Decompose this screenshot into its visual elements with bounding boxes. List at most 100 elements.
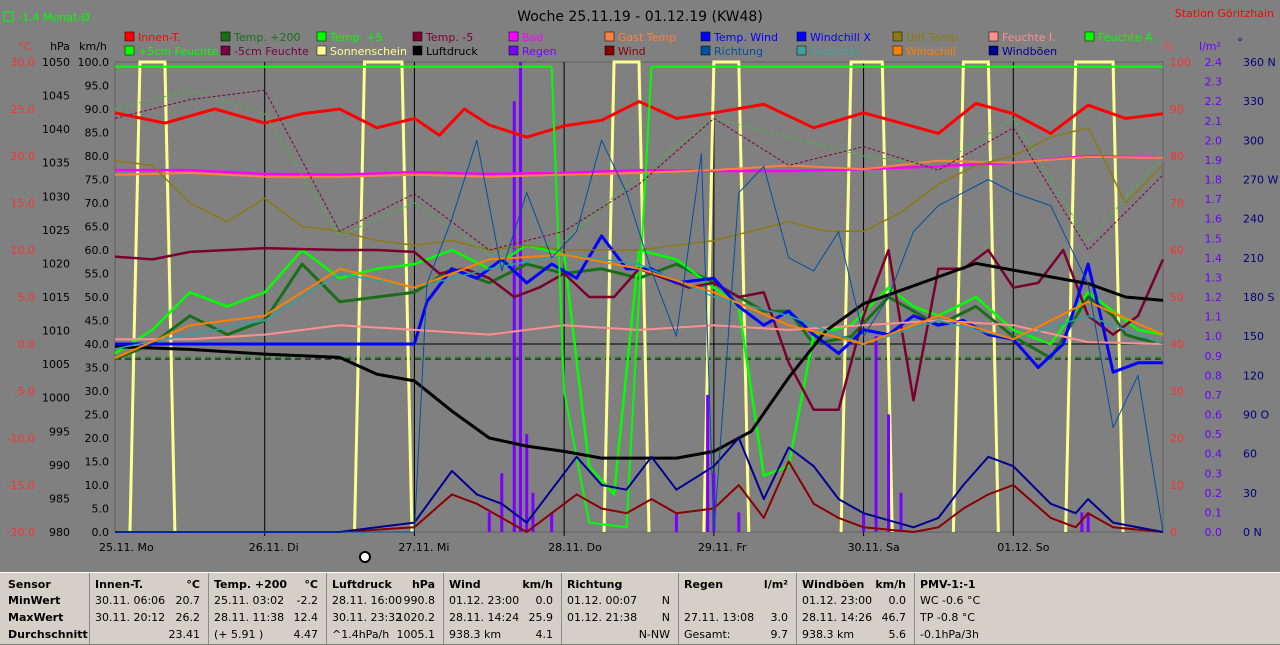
tick-label-kmh: 70.0 [85,197,110,210]
tick-label-pct: 80 [1170,150,1184,163]
rain-bar [512,101,516,533]
x-tick-label: 28.11. Do [548,541,602,554]
stat-block: Richtung 01.12. 00:07 N 01.12. 21:38 N N-NW [561,573,675,645]
stat-block-title: Luftdruck [332,578,392,591]
stat-value: 5.6 [888,628,907,641]
stat-value: 3.0 [770,611,789,624]
stat-time: WC -0.6 °C [920,594,981,607]
tick-label-rain: 0.6 [1205,409,1223,422]
stat-block-unit: °C [186,578,200,591]
tick-label-pct: 70 [1170,197,1184,210]
series-line-richtung [115,139,1164,533]
tick-label-rain: 0.2 [1205,487,1223,500]
stat-block-title: Windböen [802,578,865,591]
stat-block: Windböen km/h 01.12. 23:00 0.0 28.11. 14:26 4… [796,573,911,645]
tick-label-dir: 270 W [1243,174,1278,187]
tick-label-rain: 1.9 [1205,154,1223,167]
tick-label-hpa: 1035 [42,157,70,170]
tick-label-kmh: 85.0 [85,127,110,140]
tick-label-pct: 30 [1170,385,1184,398]
tick-label-rain: 0.1 [1205,506,1223,519]
tick-label-hpa: 995 [49,425,70,438]
legend-swatch [316,45,327,56]
stat-value: 4.47 [293,628,319,641]
tick-label-rain: 1.5 [1205,232,1223,245]
stat-block: Temp. +200 °C 25.11. 03:02 -2.2 28.11. 11:38… [208,573,323,645]
stat-value: 25.9 [528,611,554,624]
stat-time: 27.11. 13:08 [684,611,755,624]
legend-swatch [892,45,903,56]
series-line-windb-en [115,437,1164,533]
legend-swatch [220,45,231,56]
stat-value: N [661,594,670,607]
stat-block-unit: l/m² [763,578,788,591]
stats-row-min: MinWert [8,594,61,607]
stat-value: N [661,611,670,624]
stat-block-unit: °C [304,578,318,591]
tick-label-hpa: 980 [49,526,70,539]
stat-block: Innen-T. °C 30.11. 06:06 20.7 30.11. 20:12 26… [89,573,205,645]
dir-axis-unit: ° [1237,36,1243,49]
stat-value: 20.7 [175,594,201,607]
stats-row-header: Sensor [8,578,51,591]
time-cursor-handle[interactable] [359,551,371,563]
tick-label-kmh: 80.0 [85,150,110,163]
series-line-temp-5 [114,246,1165,412]
tick-label-rain: 1.7 [1205,193,1223,206]
rain-bar [899,492,903,532]
series-line-bad [115,154,1164,177]
stat-time: TP -0.8 °C [920,611,975,624]
stat-value: 0.0 [888,594,907,607]
tick-label-kmh: 75.0 [85,174,110,187]
rain-bar [531,492,535,532]
rain-bar [674,512,678,532]
tick-label-rain: 2.2 [1205,95,1223,108]
tick-label-rain: 0.9 [1205,350,1223,363]
legend-swatch [220,31,231,42]
tick-label-dir: 150 [1243,330,1264,343]
tick-label-rain: 0.8 [1205,369,1223,382]
tick-label-kmh: 20.0 [85,432,110,445]
stat-time: 01.12. 23:00 [449,594,520,607]
stat-value: N-NW [638,628,670,641]
tick-label-kmh: 40.0 [85,338,110,351]
rain-bar [487,512,491,532]
tick-label-kmh: 100.0 [78,56,110,69]
tick-label-kmh: 45.0 [85,315,110,328]
stat-time: -0.1hPa/3h [920,628,979,641]
legend-label: Windchill X [810,31,871,44]
stat-time: 30.11. 23:32 [332,611,403,624]
x-tick-label: 25.11. Mo [99,541,154,554]
legend-swatch [988,31,999,42]
tick-label-rain: 0.0 [1205,526,1223,539]
tick-label-kmh: 5.0 [92,503,110,516]
series-line--5cm-feuchte [114,89,1164,256]
tick-label-dir: 120 [1243,369,1264,382]
tick-label-temp: -20.0 [7,526,35,539]
legend-label: Richtung [714,45,763,58]
tick-label-kmh: 35.0 [85,362,110,375]
stat-time: 28.11. 14:26 [802,611,873,624]
legend-label: Innen-T. [138,31,181,44]
sunshine-pulse [1064,60,1125,533]
stat-block: Luftdruck hPa 28.11. 16:00 990.8 30.11. 23:3… [326,573,440,645]
stats-row-avg: Durchschnitt [8,628,88,641]
tick-label-hpa: 1020 [42,257,70,270]
legend-swatch [508,31,519,42]
stat-block-title: Wind [449,578,481,591]
axis-ticks: 30.0 25.0 20.0 15.0 10.0 5.0 0.0 -5.0 -10.0 -15.0… [7,56,1279,539]
series-line--5cm-feuchte [114,89,1164,251]
stat-block-title: Richtung [567,578,623,591]
tick-label-pct: 50 [1170,291,1184,304]
stat-value: 990.8 [403,594,436,607]
stat-time: 938.3 km [802,628,855,641]
month-indicator-icon [3,11,14,22]
stat-value: 12.4 [293,611,319,624]
legend-swatch [796,31,807,42]
legend-swatch [700,31,711,42]
tick-label-dir: 90 O [1243,409,1269,422]
stat-value: 4.1 [535,628,554,641]
sunshine-pulse [353,60,414,533]
tick-label-kmh: 25.0 [85,409,110,422]
legend-label: Temp. +5 [329,31,383,44]
